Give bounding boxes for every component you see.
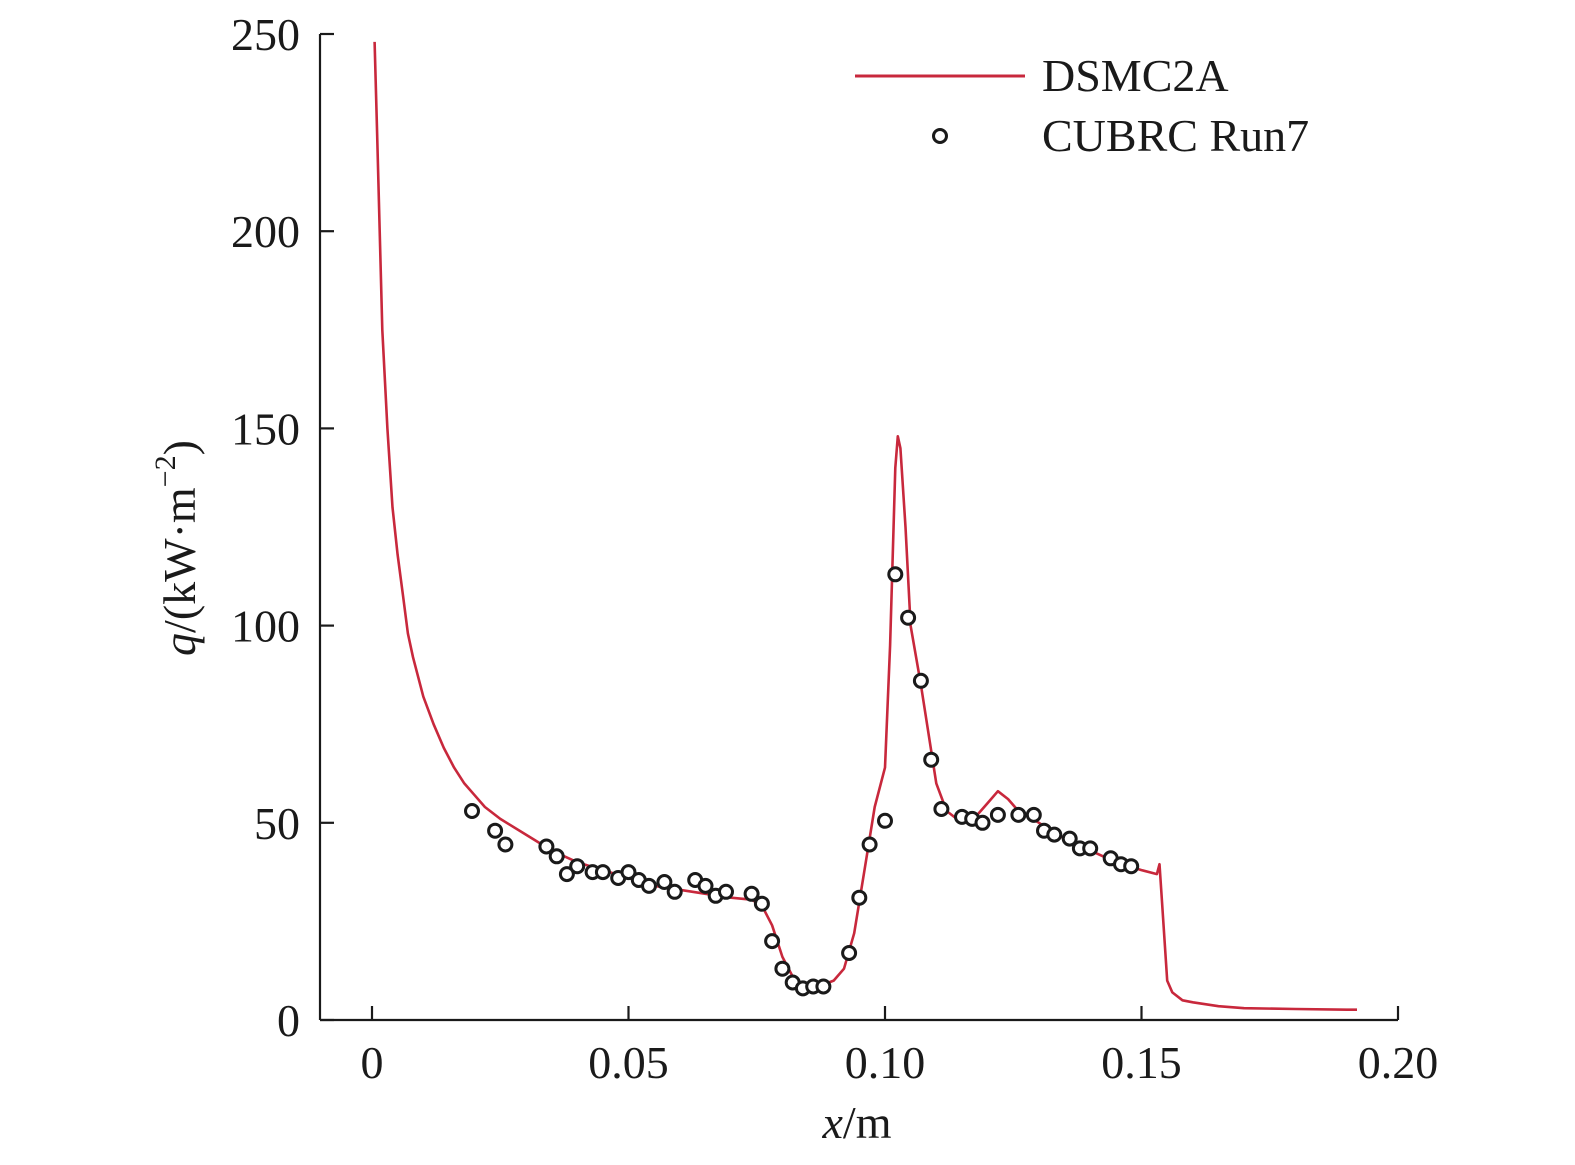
y-tick-label: 150 xyxy=(231,403,300,454)
legend-label-dsmc2a: DSMC2A xyxy=(1042,50,1229,101)
data-point-cubrc-run7 xyxy=(569,858,586,875)
data-point-cubrc-run7 xyxy=(1082,840,1099,857)
data-point-cubrc-run7 xyxy=(1123,858,1140,875)
data-point-cubrc-run7 xyxy=(743,885,760,902)
x-tick-label: 0.05 xyxy=(588,1037,669,1088)
data-point-cubrc-run7 xyxy=(900,609,917,626)
data-point-cubrc-run7 xyxy=(933,801,950,817)
y-tick-label: 100 xyxy=(231,601,300,652)
data-point-cubrc-run7 xyxy=(841,945,858,961)
data-point-cubrc-run7 xyxy=(989,806,1006,823)
data-point-cubrc-run7 xyxy=(923,751,940,768)
axes xyxy=(318,34,1398,1022)
y-tick-label: 50 xyxy=(254,798,300,849)
data-point-cubrc-run7 xyxy=(1025,806,1042,823)
data-point-cubrc-run7 xyxy=(774,960,791,977)
data-point-cubrc-run7 xyxy=(620,864,637,881)
x-axis-label: x/m xyxy=(822,1097,892,1148)
data-point-cubrc-run7 xyxy=(548,848,565,865)
y-ticks: 0 50 100 150 200 250 xyxy=(231,9,334,1046)
y-tick-label: 0 xyxy=(277,995,300,1046)
x-axis-label-unit: /m xyxy=(843,1097,892,1148)
data-point-cubrc-run7 xyxy=(861,836,878,853)
data-point-cubrc-run7 xyxy=(815,978,832,995)
data-point-cubrc-run7 xyxy=(877,812,893,829)
data-point-cubrc-run7 xyxy=(1010,806,1027,823)
y-axis-label: q/(kW·m−2) xyxy=(149,440,205,656)
x-tick-label: 0.10 xyxy=(845,1037,926,1088)
data-point-cubrc-run7 xyxy=(497,836,514,853)
y-axis-label-exp: −2 xyxy=(149,455,182,487)
legend-label-cubrc-run7: CUBRC Run7 xyxy=(1042,110,1309,161)
y-axis-label-close: ) xyxy=(154,440,205,455)
data-point-cubrc-run7 xyxy=(464,803,480,819)
y-axis-label-unit: /(kW·m xyxy=(154,487,205,633)
data-point-cubrc-run7 xyxy=(594,864,611,881)
data-point-cubrc-run7 xyxy=(718,883,734,900)
x-tick-label: 0 xyxy=(361,1037,384,1088)
data-point-cubrc-run7 xyxy=(912,672,929,689)
x-tick-label: 0.20 xyxy=(1358,1037,1439,1088)
legend: DSMC2A CUBRC Run7 xyxy=(855,50,1309,161)
legend-swatch-cubrc-run7 xyxy=(932,128,948,144)
data-point-cubrc-run7 xyxy=(1061,830,1078,847)
x-axis-label-var: x xyxy=(822,1097,844,1148)
data-point-cubrc-run7 xyxy=(697,877,714,894)
data-point-cubrc-run7 xyxy=(764,933,781,950)
data-point-cubrc-run7 xyxy=(487,822,504,839)
x-ticks: 0 0.05 0.10 0.15 0.20 xyxy=(361,1006,1439,1088)
y-tick-label: 250 xyxy=(231,9,300,60)
data-point-cubrc-run7 xyxy=(1046,826,1063,843)
data-point-cubrc-run7 xyxy=(974,814,991,831)
x-tick-label: 0.15 xyxy=(1101,1037,1182,1088)
data-point-cubrc-run7 xyxy=(558,866,575,883)
data-point-cubrc-run7 xyxy=(538,838,555,855)
data-point-cubrc-run7 xyxy=(666,883,683,900)
data-point-cubrc-run7 xyxy=(753,895,770,912)
series-line-dsmc2a xyxy=(373,41,1357,1012)
data-point-cubrc-run7 xyxy=(851,889,868,906)
y-tick-label: 200 xyxy=(231,206,300,257)
data-point-cubrc-run7 xyxy=(641,877,657,894)
data-point-cubrc-run7 xyxy=(656,874,673,890)
plot-series xyxy=(373,41,1357,1012)
data-point-cubrc-run7 xyxy=(887,566,904,583)
y-axis-label-var: q xyxy=(154,633,205,656)
